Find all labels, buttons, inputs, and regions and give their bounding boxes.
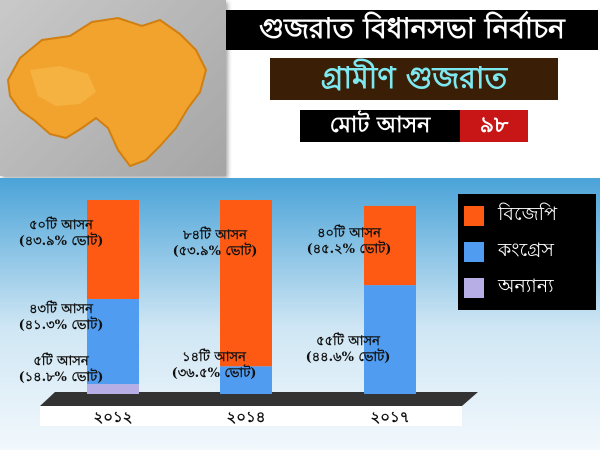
data-label-2012-others: ৫টি আসন (১৪.৮% ভোট): [6, 354, 116, 386]
x-tick-label: ২০১৪: [227, 408, 266, 426]
legend-label-congress: কংগ্রেস: [498, 239, 554, 261]
legend-item-bjp: বিজেপি: [464, 198, 590, 234]
legend-label-bjp: বিজেপি: [498, 203, 557, 225]
data-label-2017-bjp: ৪০টি আসন (৪৫.২% ভোট): [294, 226, 404, 258]
total-seats: মোট আসন ৯৮: [300, 110, 528, 142]
data-label-seats: ৪৩টি আসন: [29, 302, 93, 317]
x-tick-label: ২০১২: [94, 408, 133, 426]
axis-band: [40, 406, 462, 426]
data-label-votes: (৪৫.২% ভোট): [306, 242, 392, 257]
map-shape: [6, 16, 208, 168]
map-highlight: [30, 66, 96, 106]
data-label-2014-bjp: ৮৪টি আসন (৫৩.৯% ভোট): [160, 228, 270, 260]
legend-item-congress: কংগ্রেস: [464, 234, 590, 270]
data-label-votes: (৪৩.৯% ভোট): [18, 234, 104, 249]
data-label-votes: (১৪.৮% ভোট): [18, 370, 104, 385]
bar-bjp-1: [220, 200, 272, 367]
data-label-2012-bjp: ৫০টি আসন (৪৩.৯% ভোট): [6, 218, 116, 250]
data-label-seats: ১৪টি আসন: [182, 350, 246, 365]
bar-others-0: [87, 384, 139, 394]
legend: বিজেপি কংগ্রেস অন্যান্য: [458, 194, 596, 310]
data-label-2012-congress: ৪৩টি আসন (৪১.৩% ভোট): [6, 302, 116, 334]
legend-swatch-bjp: [464, 206, 484, 226]
data-label-votes: (৫৩.৯% ভোট): [172, 244, 258, 259]
bar-congress-0: [87, 298, 139, 385]
data-label-seats: ৫৫টি আসন: [316, 334, 380, 349]
bar-bjp-0: [87, 200, 139, 299]
bar-group: [87, 200, 416, 394]
chart-base-shadow: [40, 392, 478, 406]
page-subtitle: গ্রামীণ গুজরাত: [270, 58, 558, 100]
legend-item-others: অন্যান্য: [464, 270, 590, 306]
data-label-seats: ৪০টি আসন: [317, 226, 381, 241]
data-label-seats: ৮৪টি আসন: [183, 228, 247, 243]
legend-swatch-congress: [464, 242, 484, 262]
bar-congress-2: [364, 285, 416, 394]
legend-swatch-others: [464, 278, 484, 298]
x-tick-labels: ২০১২ ২০১৪ ২০১৭: [94, 408, 410, 426]
data-label-seats: ৫টি আসন: [33, 354, 89, 369]
gujarat-map-icon: [6, 16, 208, 168]
total-seats-label: মোট আসন: [300, 110, 460, 142]
page-title: গুজরাত বিধানসভা নির্বাচন: [226, 10, 598, 50]
bar-bjp-2: [364, 205, 416, 286]
data-label-seats: ৫০টি আসন: [29, 218, 93, 233]
x-tick-label: ২০১৭: [371, 408, 410, 426]
data-label-votes: (৪১.৩% ভোট): [18, 318, 104, 333]
data-label-2017-congress: ৫৫টি আসন (৪৪.৬% ভোট): [290, 334, 406, 366]
data-label-votes: (৩৬.৫% ভোট): [171, 366, 257, 381]
total-seats-value: ৯৮: [460, 110, 528, 142]
legend-label-others: অন্যান্য: [498, 275, 554, 297]
bar-congress-1: [220, 366, 272, 394]
data-label-votes: (৪৪.৬% ভোট): [305, 350, 391, 365]
data-label-2014-congress: ১৪টি আসন (৩৬.৫% ভোট): [156, 350, 272, 382]
map-panel: [0, 0, 226, 176]
